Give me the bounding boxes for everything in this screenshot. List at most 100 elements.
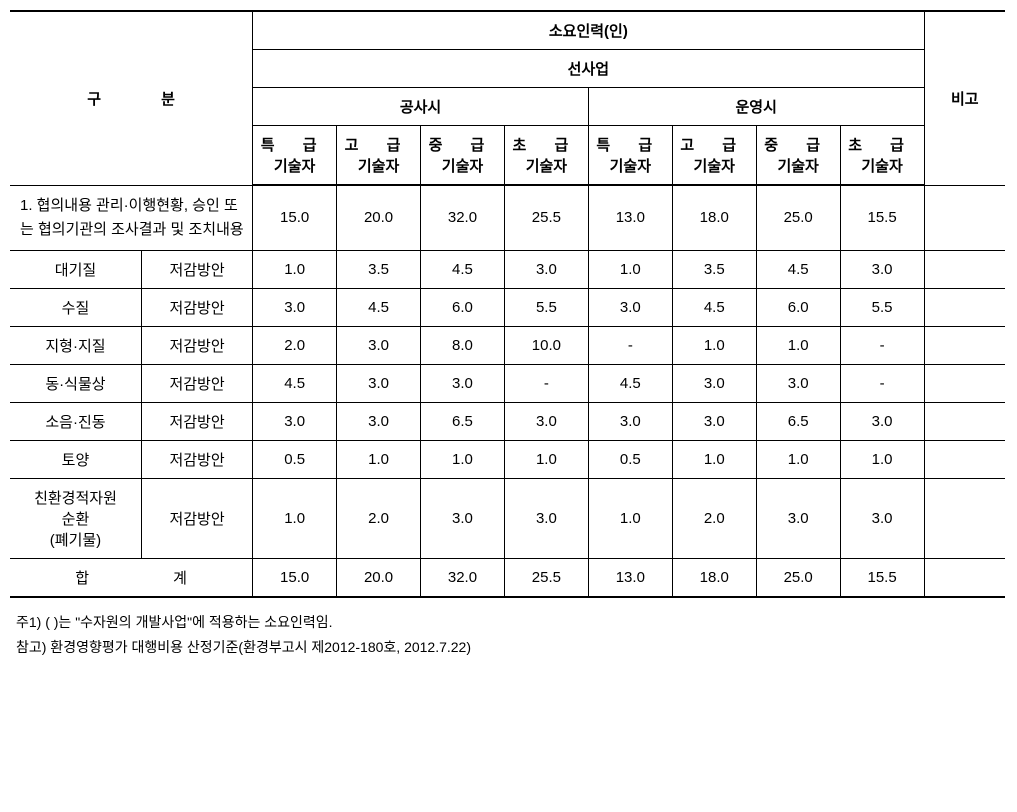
value-cell: 2.0 xyxy=(337,478,421,558)
header-o-low: 초 급기술자 xyxy=(840,126,924,186)
header-c-high: 고 급기술자 xyxy=(337,126,421,186)
table-row: 토양저감방안0.51.01.01.00.51.01.01.0 xyxy=(10,440,1005,478)
value-cell: 15.5 xyxy=(840,185,924,250)
value-cell: 3.0 xyxy=(756,478,840,558)
value-cell: 6.5 xyxy=(421,402,505,440)
value-cell: 3.0 xyxy=(840,250,924,288)
header-o-special: 특 급기술자 xyxy=(588,126,672,186)
value-cell: 4.5 xyxy=(672,288,756,326)
row-subcategory: 저감방안 xyxy=(141,288,252,326)
table-row: 동·식물상저감방안4.53.03.0-4.53.03.0- xyxy=(10,364,1005,402)
value-cell: 3.0 xyxy=(588,402,672,440)
header-construction: 공사시 xyxy=(253,88,589,126)
value-cell: 3.0 xyxy=(253,288,337,326)
value-cell: 6.0 xyxy=(756,288,840,326)
value-cell: 1.0 xyxy=(337,440,421,478)
remarks-cell xyxy=(924,326,1005,364)
value-cell: 3.0 xyxy=(756,364,840,402)
remarks-cell xyxy=(924,185,1005,250)
value-cell: 3.0 xyxy=(840,478,924,558)
table-header: 구 분 소요인력(인) 비고 선사업 공사시 운영시 특 급기술자 고 급기술자… xyxy=(10,11,1005,185)
header-o-mid: 중 급기술자 xyxy=(756,126,840,186)
remarks-cell xyxy=(924,478,1005,558)
value-cell: 3.0 xyxy=(672,364,756,402)
total-value-cell: 32.0 xyxy=(421,558,505,597)
value-cell: 3.0 xyxy=(421,364,505,402)
table-row: 대기질저감방안1.03.54.53.01.03.54.53.0 xyxy=(10,250,1005,288)
total-label: 합 계 xyxy=(10,558,253,597)
table-row: 친환경적자원순환(폐기물)저감방안1.02.03.03.01.02.03.03.… xyxy=(10,478,1005,558)
remarks-cell xyxy=(924,364,1005,402)
row-subcategory: 저감방안 xyxy=(141,478,252,558)
value-cell: 4.5 xyxy=(421,250,505,288)
header-c-mid: 중 급기술자 xyxy=(421,126,505,186)
value-cell: 3.0 xyxy=(588,288,672,326)
row-desc: 1. 협의내용 관리·이행현황, 승인 또는 협의기관의 조사결과 및 조치내용 xyxy=(10,185,253,250)
value-cell: 1.0 xyxy=(588,478,672,558)
value-cell: 0.5 xyxy=(253,440,337,478)
personnel-table: 구 분 소요인력(인) 비고 선사업 공사시 운영시 특 급기술자 고 급기술자… xyxy=(10,10,1005,598)
row-subcategory: 저감방안 xyxy=(141,402,252,440)
header-o-high: 고 급기술자 xyxy=(672,126,756,186)
value-cell: 1.0 xyxy=(588,250,672,288)
value-cell: 3.0 xyxy=(840,402,924,440)
total-value-cell: 15.0 xyxy=(253,558,337,597)
row-category: 대기질 xyxy=(10,250,141,288)
value-cell: 5.5 xyxy=(840,288,924,326)
header-project: 선사업 xyxy=(253,50,924,88)
row-subcategory: 저감방안 xyxy=(141,440,252,478)
value-cell: 4.5 xyxy=(588,364,672,402)
total-row: 합 계15.020.032.025.513.018.025.015.5 xyxy=(10,558,1005,597)
value-cell: 25.0 xyxy=(756,185,840,250)
header-operation: 운영시 xyxy=(588,88,924,126)
value-cell: - xyxy=(840,364,924,402)
table-body: 1. 협의내용 관리·이행현황, 승인 또는 협의기관의 조사결과 및 조치내용… xyxy=(10,185,1005,597)
row-subcategory: 저감방안 xyxy=(141,326,252,364)
header-c-low: 초 급기술자 xyxy=(504,126,588,186)
value-cell: 3.0 xyxy=(421,478,505,558)
value-cell: 4.5 xyxy=(337,288,421,326)
value-cell: - xyxy=(504,364,588,402)
value-cell: 1.0 xyxy=(756,326,840,364)
total-value-cell: 25.0 xyxy=(756,558,840,597)
value-cell: 3.0 xyxy=(504,250,588,288)
row-subcategory: 저감방안 xyxy=(141,364,252,402)
value-cell: 6.5 xyxy=(756,402,840,440)
value-cell: 10.0 xyxy=(504,326,588,364)
value-cell: 1.0 xyxy=(253,250,337,288)
value-cell: 4.5 xyxy=(756,250,840,288)
remarks-cell xyxy=(924,402,1005,440)
row-category: 수질 xyxy=(10,288,141,326)
row-category: 동·식물상 xyxy=(10,364,141,402)
table-row: 1. 협의내용 관리·이행현황, 승인 또는 협의기관의 조사결과 및 조치내용… xyxy=(10,185,1005,250)
value-cell: 1.0 xyxy=(840,440,924,478)
remarks-cell xyxy=(924,250,1005,288)
value-cell: 1.0 xyxy=(672,440,756,478)
value-cell: 1.0 xyxy=(253,478,337,558)
value-cell: 2.0 xyxy=(253,326,337,364)
value-cell: 1.0 xyxy=(672,326,756,364)
table-row: 수질저감방안3.04.56.05.53.04.56.05.5 xyxy=(10,288,1005,326)
remarks-cell xyxy=(924,440,1005,478)
value-cell: - xyxy=(588,326,672,364)
header-required-personnel: 소요인력(인) xyxy=(253,11,924,50)
value-cell: 1.0 xyxy=(504,440,588,478)
total-value-cell: 13.0 xyxy=(588,558,672,597)
value-cell: 3.0 xyxy=(504,402,588,440)
value-cell: - xyxy=(840,326,924,364)
row-category: 친환경적자원순환(폐기물) xyxy=(10,478,141,558)
value-cell: 3.0 xyxy=(253,402,337,440)
total-value-cell: 20.0 xyxy=(337,558,421,597)
value-cell: 18.0 xyxy=(672,185,756,250)
value-cell: 4.5 xyxy=(253,364,337,402)
header-division: 구 분 xyxy=(10,11,253,185)
table-row: 소음·진동저감방안3.03.06.53.03.03.06.53.0 xyxy=(10,402,1005,440)
value-cell: 32.0 xyxy=(421,185,505,250)
row-subcategory: 저감방안 xyxy=(141,250,252,288)
row-category: 소음·진동 xyxy=(10,402,141,440)
value-cell: 1.0 xyxy=(756,440,840,478)
header-c-special: 특 급기술자 xyxy=(253,126,337,186)
value-cell: 3.0 xyxy=(337,364,421,402)
value-cell: 1.0 xyxy=(421,440,505,478)
note-2: 참고) 환경영향평가 대행비용 산정기준(환경부고시 제2012-180호, 2… xyxy=(16,635,1007,660)
